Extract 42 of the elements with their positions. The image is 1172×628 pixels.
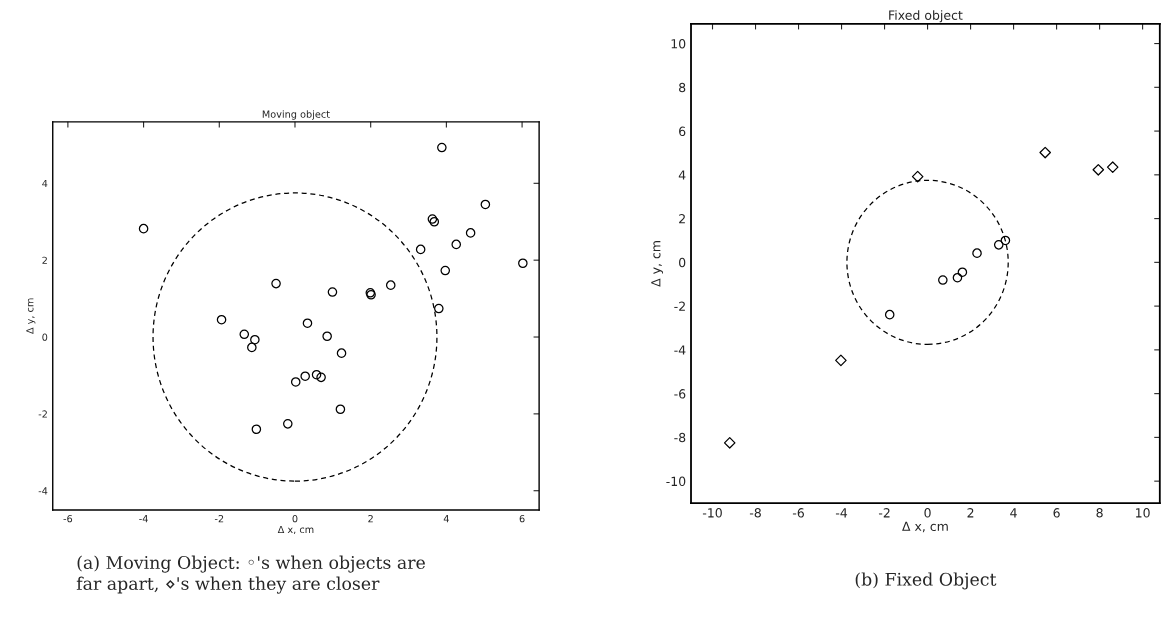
x-tick-label: -8 [749,508,761,518]
chart-title: Moving object [262,110,330,120]
y-axis-title: Δ y, cm [651,241,663,287]
y-tick-label: -10 [666,476,686,487]
x-tick-label: 0 [292,514,298,523]
x-tick-label: -6 [63,514,73,523]
x-tick-label: 8 [1096,508,1103,518]
text: (b) Fixed Object [855,572,997,590]
y-tick-label: 2 [42,256,47,264]
y-tick-label: -6 [674,389,686,399]
x-tick-label: -10 [702,508,722,518]
y-tick-label: 0 [679,257,686,268]
x-tick-label: 4 [1010,508,1017,518]
x-tick-label: -4 [139,515,148,523]
x-tick-label: -6 [792,508,804,518]
x-tick-label: 2 [967,508,974,518]
y-tick-label: -2 [38,410,47,418]
y-tick-label: -2 [674,301,685,311]
y-tick-label: 2 [679,214,685,224]
chart-title: Fixed object [889,10,963,23]
x-axis-title: Δ x, cm [902,521,948,533]
x-tick-label: -2 [214,514,224,523]
x-tick-label: 6 [1053,508,1060,518]
y-tick-label: 0 [42,333,48,341]
y-tick-label: -8 [674,432,686,443]
y-tick-label: 6 [679,126,686,136]
y-axis-title: Δ y, cm [26,298,36,335]
y-tick-label: 4 [42,179,48,188]
x-tick-label: 4 [443,515,449,523]
y-tick-label: -4 [38,487,48,495]
x-axis-title: Δ x, cm [277,525,314,535]
x-tick-label: 0 [924,508,931,518]
x-tick-label: 10 [1136,508,1150,518]
x-tick-label: 2 [368,514,373,523]
y-tick-label: -4 [674,345,686,355]
x-tick-label: -4 [835,508,848,518]
y-tick-label: 4 [678,170,686,180]
x-tick-label: -2 [878,508,890,518]
text: (a) Moving Object: ◦'s when objects are far apart, ⋄'s when they are closer [76,555,425,594]
y-tick-label: 8 [679,82,686,93]
x-tick-label: 6 [519,514,525,523]
y-tick-label: 10 [671,39,686,49]
